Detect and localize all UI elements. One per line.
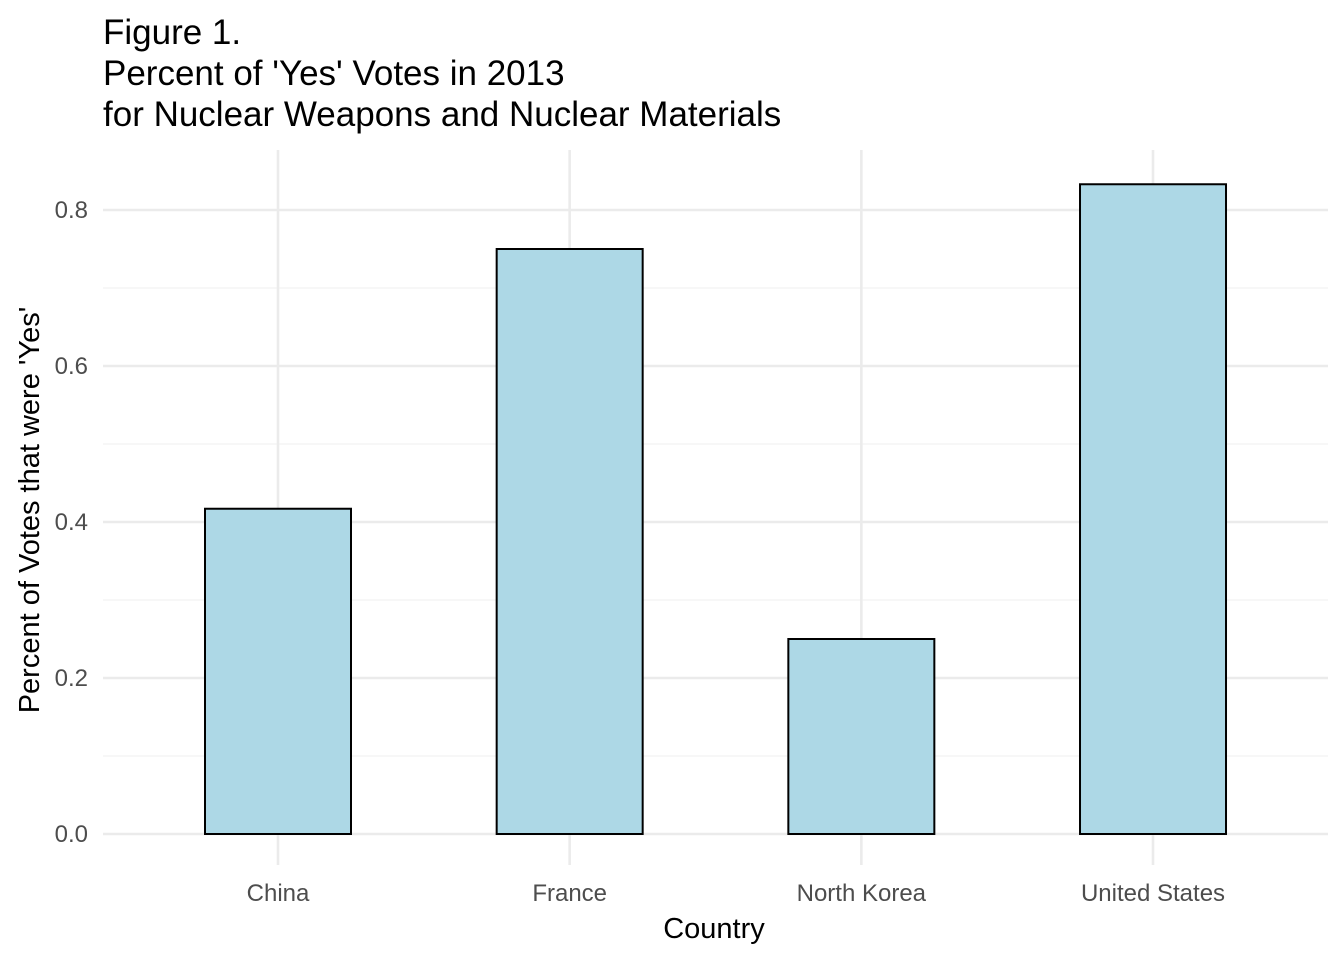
x-tick-label: France <box>532 880 607 907</box>
x-axis-title: Country <box>663 913 765 945</box>
chart-title: Figure 1. Percent of 'Yes' Votes in 2013… <box>103 13 781 134</box>
bars <box>204 183 1228 835</box>
chart-title-line-1: Figure 1. <box>103 13 241 52</box>
x-tick-label: North Korea <box>797 880 927 907</box>
bar-france <box>495 248 644 835</box>
bar-north-korea <box>787 638 936 835</box>
y-axis-title: Percent of Votes that were 'Yes' <box>14 307 46 714</box>
chart-title-line-2: Percent of 'Yes' Votes in 2013 <box>103 54 565 93</box>
x-axis-tick-labels: China France North Korea United States <box>247 880 1225 907</box>
y-tick-label: 0.2 <box>55 665 88 692</box>
y-tick-label: 0.4 <box>55 509 88 536</box>
y-axis-tick-labels: 0.0 0.2 0.4 0.6 0.8 <box>55 197 88 848</box>
y-tick-label: 0.0 <box>55 821 88 848</box>
chart-title-line-3: for Nuclear Weapons and Nuclear Material… <box>103 95 781 134</box>
bar-china <box>204 507 352 835</box>
bar-united-states <box>1079 183 1228 835</box>
y-tick-label: 0.6 <box>55 353 88 380</box>
x-tick-label: China <box>247 880 310 907</box>
y-tick-label: 0.8 <box>55 197 88 224</box>
x-tick-label: United States <box>1081 880 1225 907</box>
